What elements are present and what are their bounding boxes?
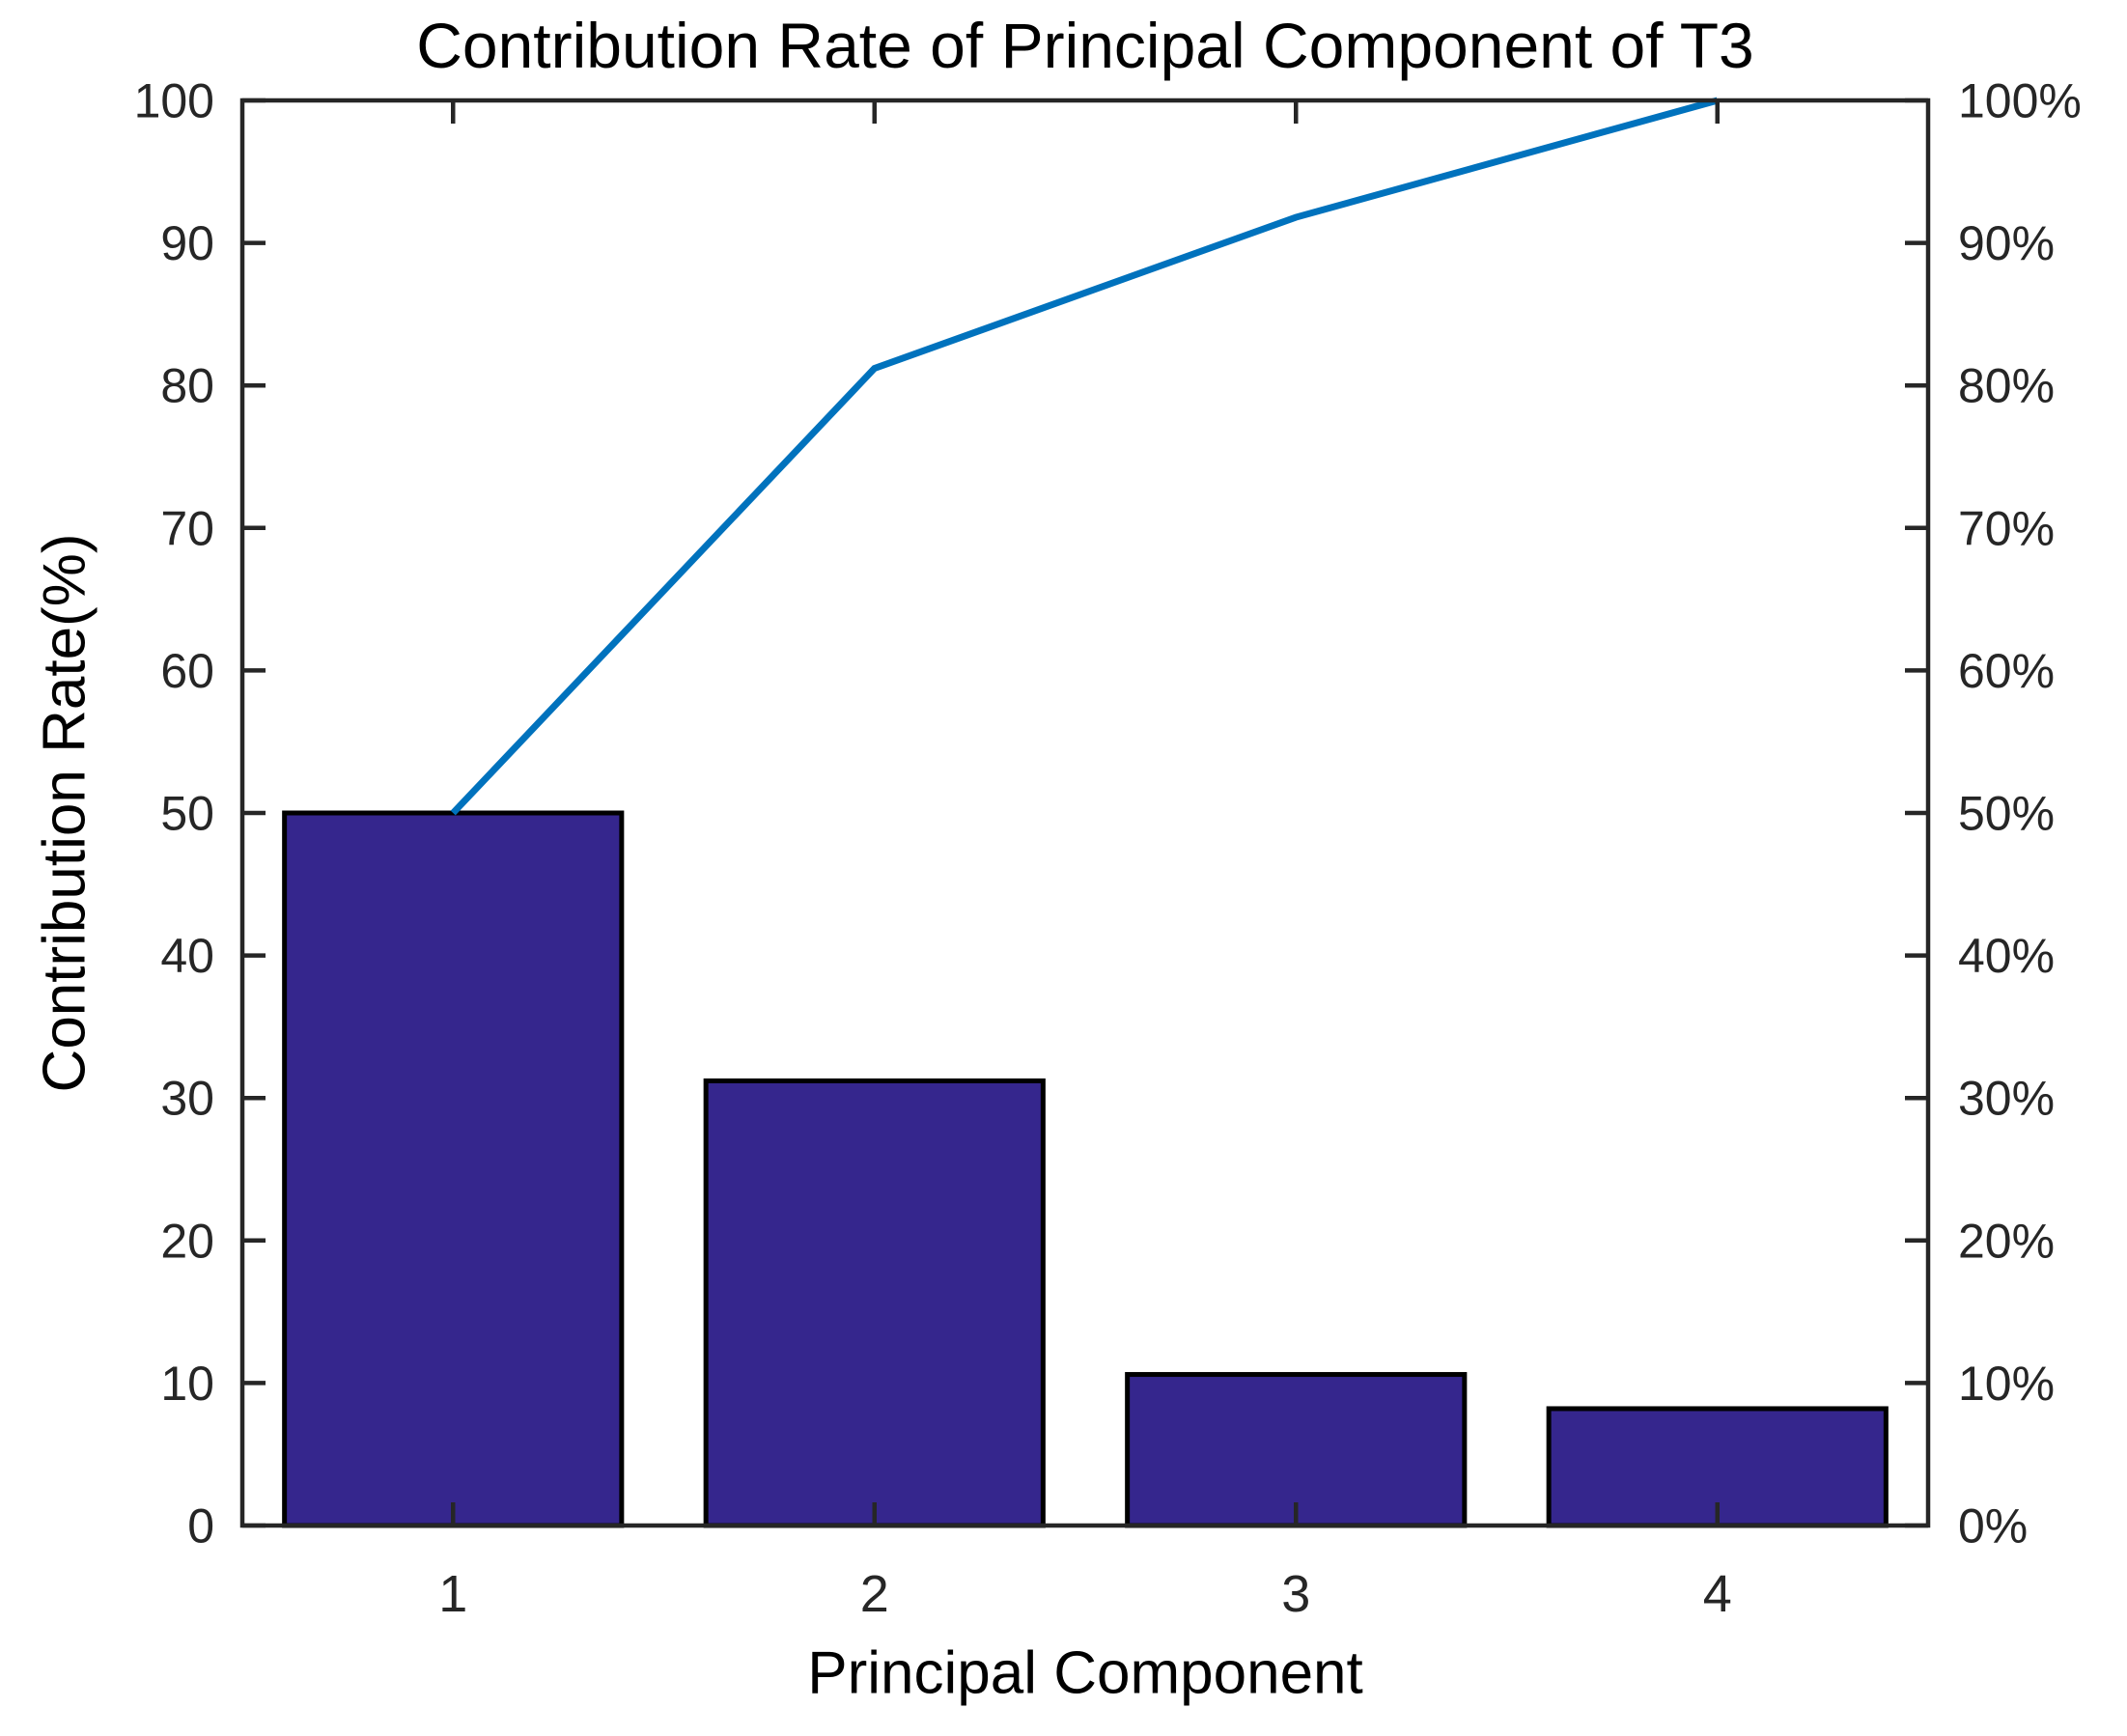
right-tick-label: 100%	[1958, 74, 2082, 128]
x-tick-label: 2	[860, 1565, 889, 1623]
left-tick-label: 90	[160, 216, 214, 270]
left-tick-label: 100	[134, 74, 214, 128]
chart-title: Contribution Rate of Principal Component…	[416, 10, 1754, 81]
cumulative-line	[450, 97, 1719, 816]
left-tick-label: 20	[160, 1214, 214, 1268]
x-axis-label: Principal Component	[807, 1640, 1363, 1707]
left-tick-label: 40	[160, 929, 214, 983]
right-tick-label: 40%	[1958, 929, 2055, 983]
left-tick-label: 50	[160, 787, 214, 841]
right-tick-label: 90%	[1958, 216, 2055, 270]
right-tick-label: 50%	[1958, 787, 2055, 841]
right-tick-label: 10%	[1958, 1357, 2055, 1411]
right-tick-label: 70%	[1958, 501, 2055, 555]
left-tick-label: 60	[160, 644, 214, 698]
right-tick-label: 0%	[1958, 1499, 2028, 1554]
left-tick-label: 10	[160, 1357, 214, 1411]
bar	[282, 810, 625, 1528]
bar	[703, 1078, 1046, 1528]
x-tick-label: 4	[1703, 1565, 1732, 1623]
x-tick-label: 3	[1281, 1565, 1310, 1623]
left-tick-label: 30	[160, 1072, 214, 1126]
x-tick-label: 1	[438, 1565, 467, 1623]
plot-area: 0 10 20 30 40 50 60 70 80 90 100 0% 10% 20% 30% 40% 50% 6…	[134, 74, 2082, 1623]
bar	[1125, 1372, 1468, 1528]
right-tick-label: 20%	[1958, 1214, 2055, 1268]
right-tick-label: 30%	[1958, 1072, 2055, 1126]
left-tick-label: 70	[160, 501, 214, 555]
right-tick-label: 60%	[1958, 644, 2055, 698]
y-axis-label: Contribution Rate(%)	[32, 534, 98, 1093]
left-tick-label: 80	[160, 359, 214, 413]
right-tick-label: 80%	[1958, 359, 2055, 413]
left-tick-label: 0	[187, 1499, 214, 1554]
